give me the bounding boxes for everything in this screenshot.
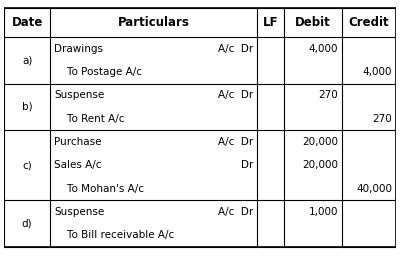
Text: 20,000: 20,000 (302, 137, 338, 147)
Text: Credit: Credit (349, 16, 389, 29)
Text: 1,000: 1,000 (308, 207, 338, 217)
Text: To Rent A/c: To Rent A/c (54, 114, 125, 124)
Text: 4,000: 4,000 (362, 67, 392, 77)
Text: 20,000: 20,000 (302, 160, 338, 170)
Text: A/c  Dr: A/c Dr (218, 207, 253, 217)
Text: 4,000: 4,000 (308, 44, 338, 54)
Text: 40,000: 40,000 (356, 184, 392, 194)
Text: d): d) (22, 219, 32, 229)
Text: A/c  Dr: A/c Dr (218, 137, 253, 147)
Text: Suspense: Suspense (54, 90, 104, 100)
Text: To Bill receivable A/c: To Bill receivable A/c (54, 230, 174, 240)
Text: To Postage A/c: To Postage A/c (54, 67, 142, 77)
Text: 270: 270 (318, 90, 338, 100)
Text: 270: 270 (372, 114, 392, 124)
Text: Date: Date (12, 16, 43, 29)
Text: A/c  Dr: A/c Dr (218, 44, 253, 54)
Text: Dr: Dr (240, 160, 253, 170)
Text: A/c  Dr: A/c Dr (218, 90, 253, 100)
Text: To Mohan's A/c: To Mohan's A/c (54, 184, 144, 194)
Text: c): c) (22, 160, 32, 170)
Text: a): a) (22, 55, 32, 65)
Text: Debit: Debit (295, 16, 331, 29)
Text: Purchase: Purchase (54, 137, 102, 147)
Text: Suspense: Suspense (54, 207, 104, 217)
Text: Sales A/c: Sales A/c (54, 160, 102, 170)
Text: LF: LF (263, 16, 278, 29)
Text: Drawings: Drawings (54, 44, 103, 54)
Text: Particulars: Particulars (118, 16, 190, 29)
Text: b): b) (22, 102, 32, 112)
